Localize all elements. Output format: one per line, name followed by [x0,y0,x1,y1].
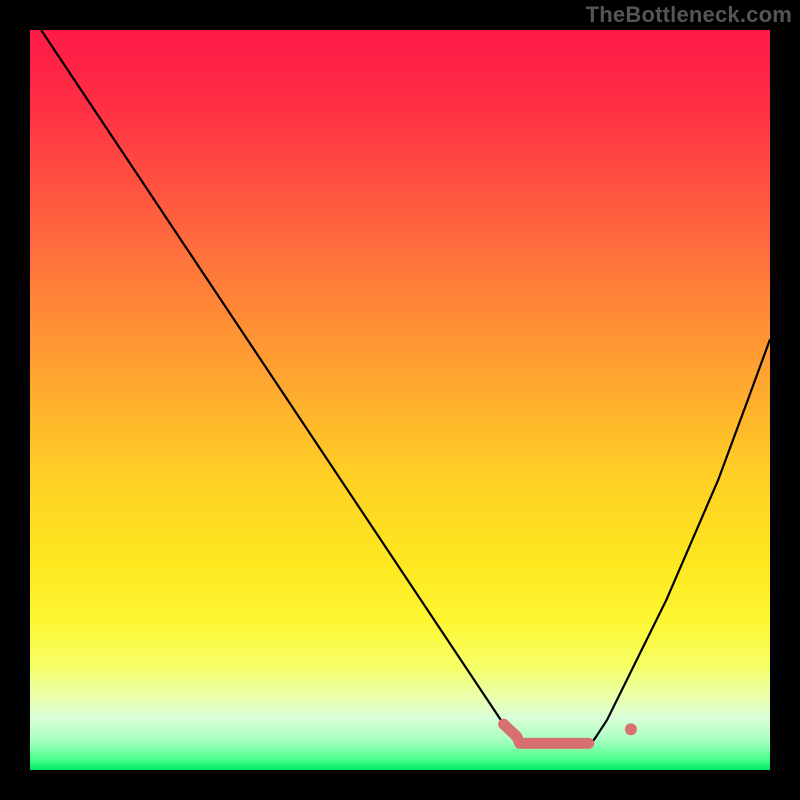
bottleneck-curve [41,30,770,746]
curve-layer [30,30,770,770]
plot-area [30,30,770,770]
watermark-text: TheBottleneck.com [586,2,792,28]
flat-segment-highlight [504,724,589,743]
highlight-end-dot [625,723,637,735]
chart-container: TheBottleneck.com [0,0,800,800]
